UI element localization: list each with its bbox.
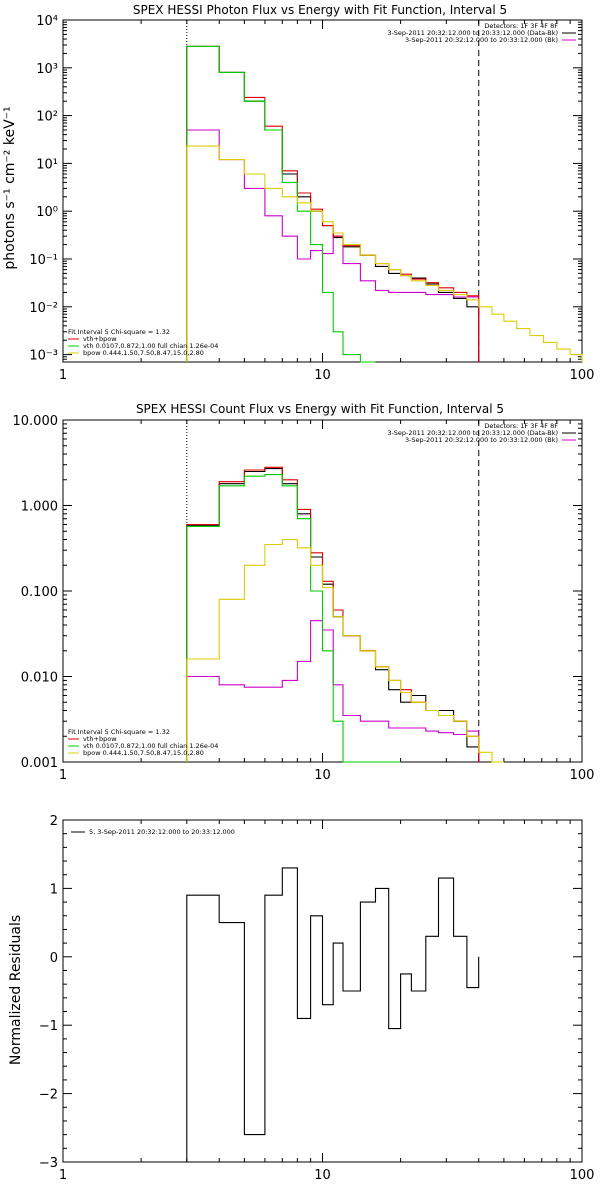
photon-flux-y-tick-label: 10³ (36, 62, 58, 77)
count-flux-fit-legend-text: bpow 0.444,1.50,7.50,8.47,15.0,2.80 (83, 749, 204, 757)
residuals-panel: Normalized Residuals 1 10 100 −3 −2 −1 0 1 2 5, 3… (8, 814, 594, 1183)
photon-flux-fit-legend-text: Fit Interval 5 Chi-square = 1.32 (68, 328, 170, 336)
residuals-y-tick-label: −3 (39, 1156, 58, 1171)
photon-flux-plot-frame (62, 19, 583, 363)
count-flux-legend-text: 3-Sep-2011 20:32:12.000 to 20:33:12.000 … (387, 429, 558, 437)
photon-flux-y-tick-label: 10⁴ (36, 14, 58, 29)
count-flux-fit-legend-text: vth+bpow (83, 735, 117, 743)
count-flux-series-4-line (186, 538, 504, 763)
photon-flux-y-tick-label: 10⁻³ (29, 349, 58, 364)
count-flux-series-1-line (186, 620, 480, 762)
photon-flux-fit-legend-text: vth 0.0107,0.872,1.00 full chian 1.26e-0… (83, 342, 218, 350)
photon-flux-y-tick-label: 10¹ (36, 157, 58, 172)
count-flux-x-tick-label: 1 (59, 768, 67, 783)
count-flux-title: SPEX HESSI Count Flux vs Energy with Fit… (136, 402, 504, 416)
count-flux-y-tick-label: 0.001 (21, 756, 58, 771)
count-flux-y-tick-label: 10.000 (13, 414, 59, 429)
photon-flux-legend-text: 3-Sep-2011 20:32:12.000 to 20:33:12.000 … (405, 36, 558, 44)
photon-flux-legend-text: Detectors: 1F 3F 4F 8F (484, 22, 558, 30)
count-flux-y-tick-label: 0.010 (21, 671, 58, 686)
photon-flux-title: SPEX HESSI Photon Flux vs Energy with Fi… (133, 3, 507, 17)
residuals-y-tick-label: 2 (50, 814, 58, 829)
photon-flux-x-tick-label: 1 (59, 368, 67, 383)
residuals-y-tick-label: 1 (50, 882, 58, 897)
count-flux-fit-legend-text: vth 0.0107,0.872,1.00 full chian 1.26e-0… (83, 742, 218, 750)
photon-flux-fit-legend-text: vth+bpow (83, 335, 117, 343)
photon-flux-y-tick-label: 10⁰ (36, 205, 58, 220)
photon-flux-legend-text: 3-Sep-2011 20:32:12.000 to 20:33:12.000 … (387, 29, 558, 37)
count-flux-fit-legend-text: Fit Interval 5 Chi-square = 1.32 (68, 728, 170, 736)
residuals-y-tick-label: −1 (39, 1019, 58, 1034)
count-flux-y-tick-label: 0.100 (21, 585, 58, 600)
count-flux-x-tick-label: 10 (314, 768, 331, 783)
photon-flux-y-axis-label: photons s⁻¹ cm⁻² keV⁻¹ (2, 106, 18, 269)
photon-flux-series-3-line (186, 45, 376, 363)
photon-flux-x-tick-label: 100 (570, 368, 595, 383)
photon-flux-x-tick-label: 10 (314, 368, 331, 383)
residuals-x-tick-label: 100 (570, 1168, 595, 1183)
residuals-series-0-line (186, 867, 480, 1162)
photon-flux-panel: SPEX HESSI Photon Flux vs Energy with Fi… (2, 3, 594, 383)
photon-flux-y-tick-label: 10⁻² (29, 301, 58, 316)
residuals-y-axis-label: Normalized Residuals (8, 915, 24, 1065)
count-flux-legend-text: 3-Sep-2011 20:32:12.000 to 20:33:12.000 … (405, 436, 558, 444)
photon-flux-fit-legend-text: bpow 0.444,1.50,7.50,8.47,15.0,2.80 (83, 349, 204, 357)
photon-flux-series-4-line (186, 145, 583, 362)
residuals-x-tick-label: 1 (59, 1168, 67, 1183)
photon-flux-y-tick-label: 10² (36, 110, 58, 125)
residuals-y-tick-label: 0 (50, 951, 58, 966)
count-flux-legend-text: Detectors: 1F 3F 4F 8F (484, 422, 558, 430)
photon-flux-y-tick-label: 10⁻¹ (29, 253, 58, 268)
count-flux-x-tick-label: 100 (570, 768, 595, 783)
residuals-x-tick-label: 10 (314, 1168, 331, 1183)
count-flux-series-3-line (186, 474, 401, 763)
count-flux-panel: SPEX HESSI Count Flux vs Energy with Fit… (13, 402, 595, 783)
count-flux-y-tick-label: 1.000 (21, 500, 58, 515)
residuals-y-tick-label: −2 (39, 1088, 58, 1103)
residuals-legend-text: 5, 3-Sep-2011 20:32:12.000 to 20:33:12.0… (89, 828, 235, 836)
